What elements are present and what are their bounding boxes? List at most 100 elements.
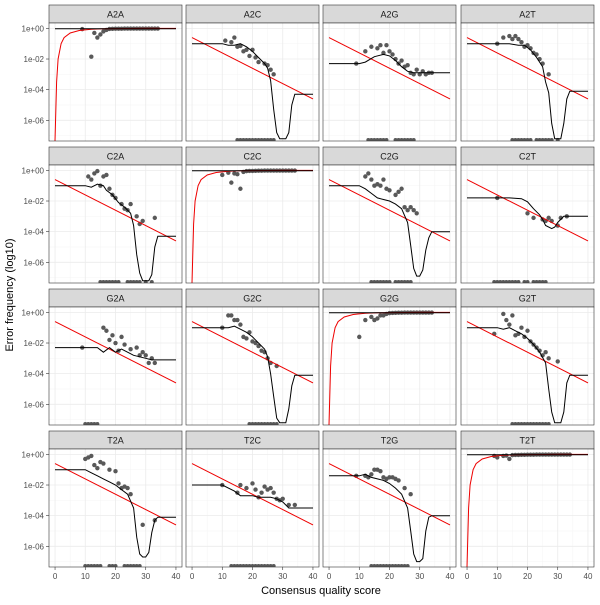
expected-error-line (466, 37, 589, 100)
panel-plot-area (54, 321, 177, 425)
data-point (387, 475, 392, 480)
zero-count-point (250, 138, 255, 141)
facet-panel-t2a: T2A 1e+00 1e-02 1e-04 1e-06 0 10 20 30 40 (22, 430, 183, 581)
zero-count-point (253, 564, 258, 567)
zero-count-point (519, 138, 524, 141)
y-tick-label: 1e-02 (24, 481, 45, 490)
data-point (408, 492, 413, 497)
zero-count-point (519, 422, 524, 425)
data-point (396, 189, 401, 195)
y-axis-label: Error frequency (log10) (4, 238, 16, 351)
zero-count-point (405, 138, 410, 141)
zero-count-point (95, 422, 100, 425)
data-point (110, 333, 115, 338)
data-point (271, 490, 276, 495)
data-point (531, 215, 536, 221)
facet-strip-label: G2A (106, 294, 124, 304)
data-point (125, 485, 130, 491)
data-point (101, 325, 106, 330)
zero-count-point (265, 422, 270, 425)
zero-count-point (259, 138, 264, 141)
fitted-error-line (467, 197, 588, 230)
panel-plot-area (191, 35, 314, 141)
data-point (238, 186, 243, 191)
zero-count-point (387, 564, 392, 567)
data-point (537, 348, 542, 353)
zero-count-point (372, 138, 377, 141)
data-point (510, 36, 515, 42)
zero-count-point (110, 280, 115, 283)
panel-plot-area (328, 463, 451, 567)
data-point (546, 215, 551, 221)
zero-count-point (375, 564, 380, 567)
data-point (107, 467, 112, 472)
data-point (247, 53, 252, 59)
zero-count-point (369, 280, 374, 283)
data-point (414, 211, 419, 216)
data-point (387, 188, 392, 193)
facet-panel-t2t: T2T 0 10 20 30 40 (460, 430, 595, 581)
data-point (369, 472, 374, 477)
zero-count-point (546, 138, 551, 141)
x-tick-label: 10 (493, 572, 502, 581)
data-point (238, 482, 243, 488)
zero-count-point (408, 138, 413, 141)
zero-count-point (387, 280, 392, 283)
data-point (238, 43, 243, 49)
zero-count-point (537, 138, 542, 141)
data-point (256, 59, 261, 65)
panel-border (322, 22, 457, 142)
panel-plot-area (191, 463, 314, 567)
zero-count-point (513, 280, 518, 283)
y-tick-label: 1e-06 (24, 116, 45, 125)
zero-count-point (149, 280, 154, 283)
zero-count-point (399, 564, 404, 567)
x-tick-label: 0 (190, 572, 195, 581)
x-tick-label: 10 (218, 572, 227, 581)
y-tick-label: 1e-02 (24, 197, 45, 206)
data-point (378, 313, 383, 318)
zero-count-point (247, 422, 252, 425)
zero-count-point (98, 564, 103, 567)
data-point (387, 49, 392, 54)
y-tick-label: 1e-02 (24, 55, 45, 64)
x-tick-label: 0 (53, 572, 58, 581)
zero-count-point (107, 280, 112, 283)
zero-count-point (113, 564, 118, 567)
zero-count-point (116, 280, 121, 283)
facet-panel-c2g: C2G (322, 146, 457, 284)
data-point (378, 43, 383, 48)
y-tick-label: 1e-04 (24, 86, 45, 95)
zero-count-point (375, 138, 380, 141)
zero-count-point (399, 280, 404, 283)
y-tick-label: 1e+00 (22, 308, 45, 317)
zero-count-point (411, 138, 416, 141)
data-point (113, 469, 118, 474)
data-point (143, 353, 148, 358)
zero-count-point (546, 422, 551, 425)
zero-count-point (110, 564, 115, 567)
data-point (89, 54, 94, 59)
facet-panel-a2t: A2T (460, 4, 595, 142)
data-point (152, 215, 157, 221)
y-tick-label: 1e-02 (24, 339, 45, 348)
data-point (399, 186, 404, 191)
x-tick-label: 0 (465, 572, 470, 581)
facet-strip-label: T2G (381, 436, 399, 446)
facet-strip-label: A2A (107, 10, 124, 20)
data-point (271, 72, 276, 77)
zero-count-point (543, 422, 548, 425)
facet-strip-label: C2T (519, 152, 537, 162)
zero-count-point (262, 564, 267, 567)
y-tick-label: 1e-06 (24, 258, 45, 267)
zero-count-point (265, 564, 270, 567)
zero-count-point (522, 138, 527, 141)
zero-count-point (402, 138, 407, 141)
data-point (405, 62, 410, 68)
facet-panel-c2a: C2A 1e+00 1e-02 1e-04 1e-06 (22, 146, 183, 284)
zero-count-point (492, 280, 497, 283)
zero-count-point (504, 280, 509, 283)
zero-count-point (390, 564, 395, 567)
data-point (128, 346, 133, 352)
